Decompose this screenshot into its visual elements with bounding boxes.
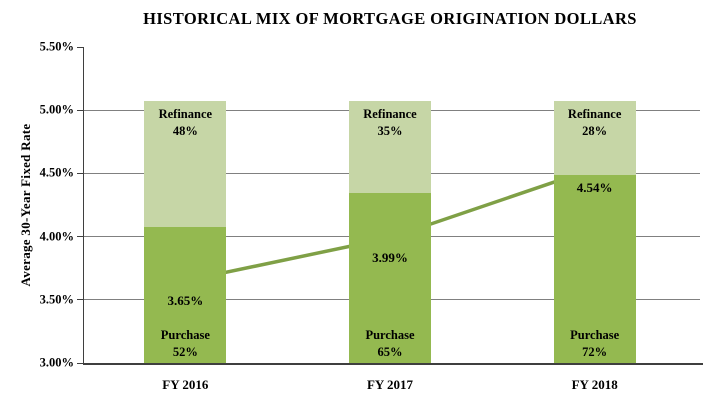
y-axis-tick [77, 109, 83, 111]
y-tick-label: 5.00% [39, 102, 74, 117]
y-axis-line [83, 47, 84, 364]
bar-segment-refinance [144, 101, 227, 227]
purchase-segment-label: Purchase 52% [160, 328, 210, 359]
x-axis-label: FY 2017 [366, 377, 414, 392]
y-axis-tick [77, 236, 83, 238]
rate-point-label: 3.99% [372, 249, 408, 265]
bar-segment-purchase [553, 174, 636, 363]
x-axis-line [83, 363, 703, 365]
bar-segment-purchase [349, 192, 431, 363]
chart-title: HISTORICAL MIX OF MORTGAGE ORIGINATION D… [143, 9, 637, 28]
refinance-segment-label: Refinance 48% [158, 107, 213, 139]
x-axis-label: FY 2018 [571, 377, 618, 392]
refinance-segment-label: Refinance 28% [567, 107, 622, 139]
y-tick-label: 5.50% [39, 39, 74, 54]
bar-segment-purchase [144, 226, 227, 363]
y-axis-tick [77, 172, 83, 174]
y-tick-label: 3.00% [39, 355, 74, 370]
y-axis-title: Average 30-Year Fixed Rate [18, 123, 33, 287]
bar-segment-refinance [553, 101, 636, 175]
purchase-segment-label: Purchase 72% [570, 328, 620, 359]
y-tick-label: 3.50% [39, 292, 74, 307]
refinance-segment-label: Refinance 35% [363, 107, 417, 139]
y-tick-label: 4.00% [39, 229, 74, 244]
x-axis-label: FY 2016 [162, 377, 209, 392]
rate-point-label: 4.54% [576, 180, 613, 196]
y-axis-tick [77, 46, 83, 48]
y-axis-tick [77, 299, 83, 301]
purchase-segment-label: Purchase 65% [365, 328, 415, 359]
y-tick-label: 4.50% [39, 165, 74, 180]
y-axis-tick [77, 362, 83, 364]
rate-point-label: 3.65% [167, 292, 204, 308]
bar-segment-refinance [349, 101, 431, 193]
